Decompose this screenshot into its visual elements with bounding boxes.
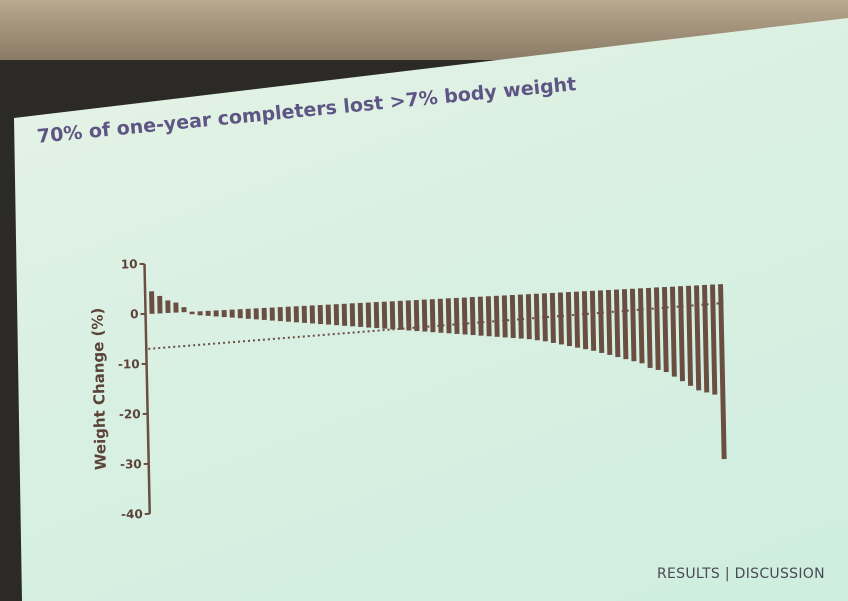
bar	[509, 294, 516, 339]
bar	[533, 293, 540, 341]
bar	[461, 297, 468, 335]
bar-group	[149, 284, 727, 460]
bar	[445, 298, 452, 334]
bar	[173, 302, 179, 313]
bar	[694, 285, 702, 391]
bar	[565, 292, 573, 347]
bar	[149, 291, 155, 314]
bar	[157, 295, 163, 314]
bar	[477, 296, 484, 336]
bar	[397, 300, 404, 330]
bar	[686, 285, 694, 386]
bar	[581, 291, 589, 350]
bar	[301, 305, 308, 323]
bar	[525, 294, 532, 340]
bar	[605, 289, 613, 356]
bar	[213, 310, 219, 317]
bar	[325, 304, 332, 325]
bar	[381, 301, 388, 329]
bar	[269, 307, 275, 321]
bar	[637, 288, 645, 364]
bar	[333, 304, 340, 326]
bar	[237, 309, 243, 319]
bar	[653, 287, 661, 371]
bar	[485, 296, 492, 337]
y-tick-label: 10	[121, 257, 138, 271]
y-axis-label: Weight Change (%)	[88, 308, 109, 471]
bar	[205, 310, 211, 316]
bar	[317, 304, 324, 325]
bar	[165, 300, 171, 314]
bar	[517, 294, 524, 339]
y-ticks: 10 0 -10 -20 -30 -40	[118, 257, 150, 521]
bar	[501, 295, 508, 338]
bar	[613, 289, 621, 358]
bar	[197, 311, 203, 316]
bar	[229, 309, 235, 318]
bar	[181, 307, 187, 313]
bar	[670, 286, 677, 377]
bar	[702, 284, 710, 393]
bar	[597, 290, 605, 353]
y-axis-line	[143, 263, 151, 514]
bar	[221, 309, 227, 318]
y-tick-label: -30	[120, 457, 142, 471]
bar	[261, 307, 267, 321]
y-tick-label: -10	[118, 357, 140, 371]
slide-footer: RESULTS | DISCUSSION	[657, 566, 825, 582]
bar	[621, 289, 629, 360]
bar	[189, 311, 195, 315]
bar	[309, 305, 316, 324]
y-tick-label: -20	[119, 407, 141, 421]
bar	[469, 297, 476, 336]
bar	[413, 299, 420, 332]
bar	[373, 302, 380, 329]
bar	[549, 292, 556, 343]
bar	[357, 302, 364, 327]
bar	[389, 301, 396, 330]
bar	[253, 308, 259, 320]
bar	[629, 288, 637, 362]
bar	[421, 299, 428, 332]
bar	[277, 307, 283, 322]
bar	[453, 297, 460, 334]
bar	[645, 287, 653, 368]
bar	[710, 284, 718, 395]
bar	[493, 295, 500, 337]
bar	[245, 308, 251, 319]
bar	[405, 300, 412, 331]
bar	[437, 298, 444, 333]
y-tick-label: -40	[121, 507, 143, 521]
bar	[285, 306, 291, 322]
bar	[429, 299, 436, 333]
bar	[341, 303, 348, 326]
bar	[573, 291, 581, 348]
bar	[557, 292, 564, 345]
bar	[541, 293, 548, 342]
bar	[661, 287, 669, 373]
y-tick-label: 0	[130, 307, 139, 321]
bar	[718, 284, 727, 460]
bar	[293, 306, 299, 323]
bar	[589, 290, 597, 351]
bar	[678, 286, 685, 382]
bar	[365, 302, 372, 328]
bar	[349, 303, 356, 327]
reference-line	[148, 301, 727, 350]
